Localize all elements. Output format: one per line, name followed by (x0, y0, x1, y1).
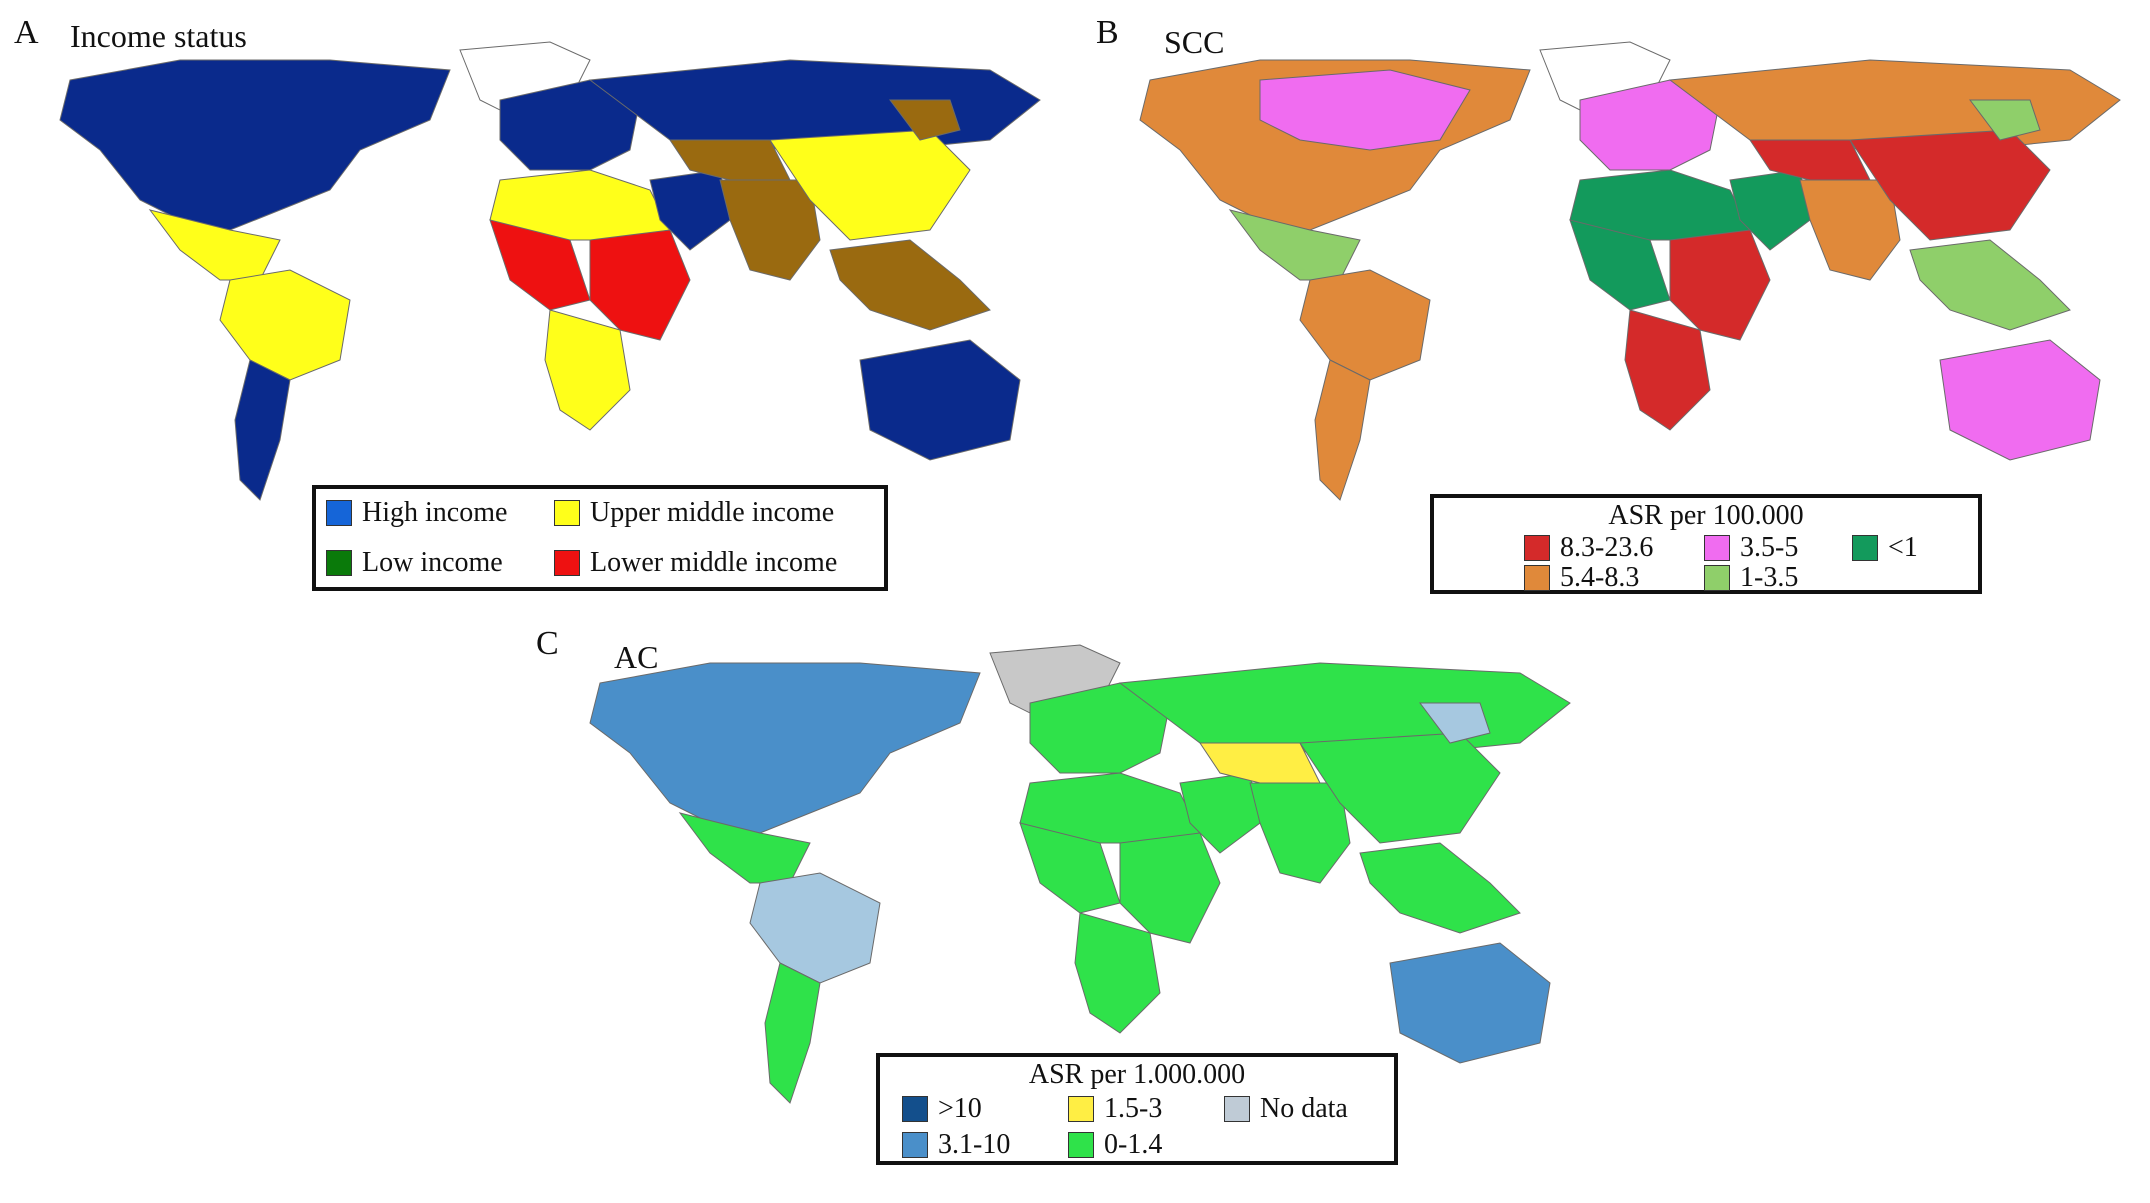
legend-item-1-3-5: 1-3.5 (1704, 562, 1798, 594)
legend-label: Lower middle income (590, 547, 838, 578)
swatch-high-income (326, 500, 352, 526)
swatch-8-3-23-6 (1524, 535, 1550, 561)
swatch-upper-middle-income (554, 500, 580, 526)
legend-item-lower-middle-income: Lower middle income (554, 547, 837, 579)
region-sa (749, 872, 881, 984)
region-saf (1074, 912, 1161, 1034)
swatch-lower-middle-income (554, 550, 580, 576)
panel-letter-b: B (1096, 14, 1119, 51)
region-ca2 (1749, 139, 1871, 181)
region-eaf (1119, 832, 1221, 944)
region-sas (719, 179, 821, 281)
region-na (589, 662, 981, 834)
swatch-gt-10 (902, 1096, 928, 1122)
region-ca2 (1199, 742, 1321, 784)
legend-label: 1.5-3 (1104, 1093, 1163, 1124)
legend-item-8-3-23-6: 8.3-23.6 (1524, 532, 1653, 564)
legend-ac: ASR per 1.000.000 >10 1.5-3 No data 3.1-… (876, 1053, 1398, 1165)
region-sa_s (1314, 359, 1371, 501)
legend-label: 3.1-10 (938, 1129, 1011, 1160)
swatch-1-5-3 (1068, 1096, 1094, 1122)
region-saf (544, 309, 631, 431)
legend-item-gt-10: >10 (902, 1093, 982, 1125)
legend-label: Upper middle income (590, 497, 835, 528)
swatch-no-data (1224, 1096, 1250, 1122)
swatch-0-1-4 (1068, 1132, 1094, 1158)
region-mid (889, 99, 961, 141)
region-mid (1969, 99, 2041, 141)
region-waf (1569, 219, 1671, 311)
legend-item-1-5-3: 1.5-3 (1068, 1093, 1162, 1125)
region-ca2 (669, 139, 791, 181)
region-mid (1419, 702, 1491, 744)
legend-title-ac: ASR per 1.000.000 (1028, 1059, 1246, 1090)
region-ru (588, 59, 1041, 151)
region-sa (219, 269, 351, 381)
legend-scc: ASR per 100.000 8.3-23.6 3.5-5 <1 5.4-8.… (1430, 494, 1982, 594)
panel-b: B SCC ASR per 100.000 8.3-23.6 3.5-5 <1 … (1080, 0, 2150, 600)
legend-label: 5.4-8.3 (1560, 562, 1640, 593)
legend-label: >10 (938, 1093, 982, 1124)
panel-letter-a: A (14, 14, 39, 51)
region-waf (489, 219, 591, 311)
world-map-income (59, 41, 1041, 501)
region-au (1389, 942, 1551, 1064)
region-waf (1019, 822, 1121, 914)
region-na (59, 59, 451, 231)
swatch-5-4-8-3 (1524, 565, 1550, 591)
region-sas (1799, 179, 1901, 281)
legend-item-3-1-10: 3.1-10 (902, 1129, 1010, 1161)
swatch-low-income (326, 550, 352, 576)
region-eaf (589, 229, 691, 341)
legend-item-high-income: High income (326, 497, 507, 529)
region-au (1939, 339, 2101, 461)
panel-c: C AC ASR per 1.000.000 >10 1.5-3 No data… (530, 615, 1630, 1175)
legend-label: 3.5-5 (1740, 532, 1799, 563)
swatch-1-3-5 (1704, 565, 1730, 591)
legend-item-upper-middle-income: Upper middle income (554, 497, 834, 529)
region-sea (829, 239, 991, 331)
panel-a: A Income status High income Upper middle… (0, 0, 1070, 600)
legend-item-less-than-1: <1 (1852, 532, 1918, 564)
legend-item-low-income: Low income (326, 547, 503, 579)
world-map-scc (1139, 41, 2121, 501)
region-sa (1299, 269, 1431, 381)
panel-title-b: SCC (1164, 24, 1225, 60)
legend-item-5-4-8-3: 5.4-8.3 (1524, 562, 1639, 594)
panel-title-c: AC (614, 639, 659, 675)
legend-title-scc: ASR per 100.000 (1608, 500, 1804, 531)
region-eaf (1669, 229, 1771, 341)
region-ru (1118, 662, 1571, 754)
region-sa_s (234, 359, 291, 501)
legend-item-0-1-4: 0-1.4 (1068, 1129, 1162, 1161)
legend-label: <1 (1888, 532, 1918, 563)
swatch-less-than-1 (1852, 535, 1878, 561)
region-sea (1359, 842, 1521, 934)
legend-item-3-5-5: 3.5-5 (1704, 532, 1798, 564)
legend-label: 8.3-23.6 (1560, 532, 1654, 563)
region-ru (1668, 59, 2121, 151)
region-cnd (1259, 69, 1471, 151)
region-saf (1624, 309, 1711, 431)
swatch-3-1-10 (902, 1132, 928, 1158)
legend-item-no-data: No data (1224, 1093, 1348, 1125)
legend-label: No data (1260, 1093, 1348, 1124)
legend-label: High income (362, 497, 508, 528)
legend-income: High income Upper middle income Low inco… (312, 485, 888, 591)
panel-title-a: Income status (70, 18, 247, 54)
swatch-3-5-5 (1704, 535, 1730, 561)
legend-label: 0-1.4 (1104, 1129, 1163, 1160)
world-map-ac (589, 644, 1571, 1104)
panel-letter-c: C (536, 625, 559, 662)
region-sas (1249, 782, 1351, 884)
region-sa_s (764, 962, 821, 1104)
legend-label: 1-3.5 (1740, 562, 1799, 593)
region-sea (1909, 239, 2071, 331)
region-au (859, 339, 1021, 461)
legend-label: Low income (362, 547, 503, 578)
